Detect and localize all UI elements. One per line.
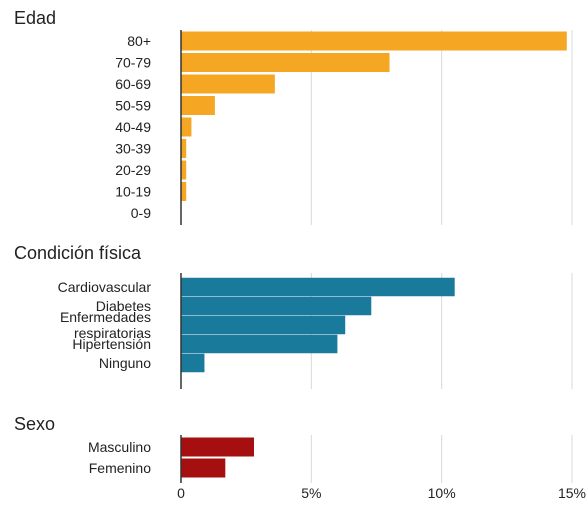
bar — [181, 74, 275, 94]
category-label: Ninguno — [99, 355, 151, 371]
bar — [181, 182, 187, 201]
panel-title: Edad — [14, 8, 56, 28]
category-label: 0-9 — [131, 205, 151, 221]
category-label: 70-79 — [115, 55, 151, 71]
bar — [181, 277, 455, 297]
bar — [181, 353, 205, 373]
bar — [181, 139, 187, 158]
x-tick-label: 10% — [428, 485, 456, 501]
panel-title: Sexo — [14, 414, 55, 434]
category-label: Masculino — [88, 439, 151, 455]
bar — [181, 296, 372, 316]
category-label: 10-19 — [115, 184, 151, 200]
category-label: Enfermedades respiratorias — [60, 309, 151, 341]
bar — [181, 117, 192, 137]
bar — [181, 31, 567, 51]
bar — [181, 160, 187, 180]
x-tick-label: 15% — [558, 485, 586, 501]
bar — [181, 334, 338, 354]
category-label: 40-49 — [115, 119, 151, 135]
bar — [181, 53, 390, 72]
category-label: 80+ — [127, 33, 151, 49]
category-label-line: respiratorias — [74, 325, 151, 341]
category-label: 30-39 — [115, 141, 151, 157]
x-tick-label: 0 — [177, 485, 185, 501]
bar — [181, 437, 254, 457]
category-label: 20-29 — [115, 162, 151, 178]
bar — [181, 458, 226, 478]
category-label: Cardiovascular — [58, 279, 152, 295]
panel-title: Condición física — [14, 243, 142, 263]
category-label-line: Enfermedades — [60, 309, 151, 325]
category-label: 60-69 — [115, 76, 151, 92]
x-tick-label: 5% — [301, 485, 321, 501]
category-label: Diabetes — [96, 298, 151, 314]
bar — [181, 315, 346, 335]
category-label: Hipertensión — [72, 336, 151, 352]
bar — [181, 96, 215, 115]
category-label: Femenino — [89, 460, 151, 476]
category-label: 50-59 — [115, 98, 151, 114]
